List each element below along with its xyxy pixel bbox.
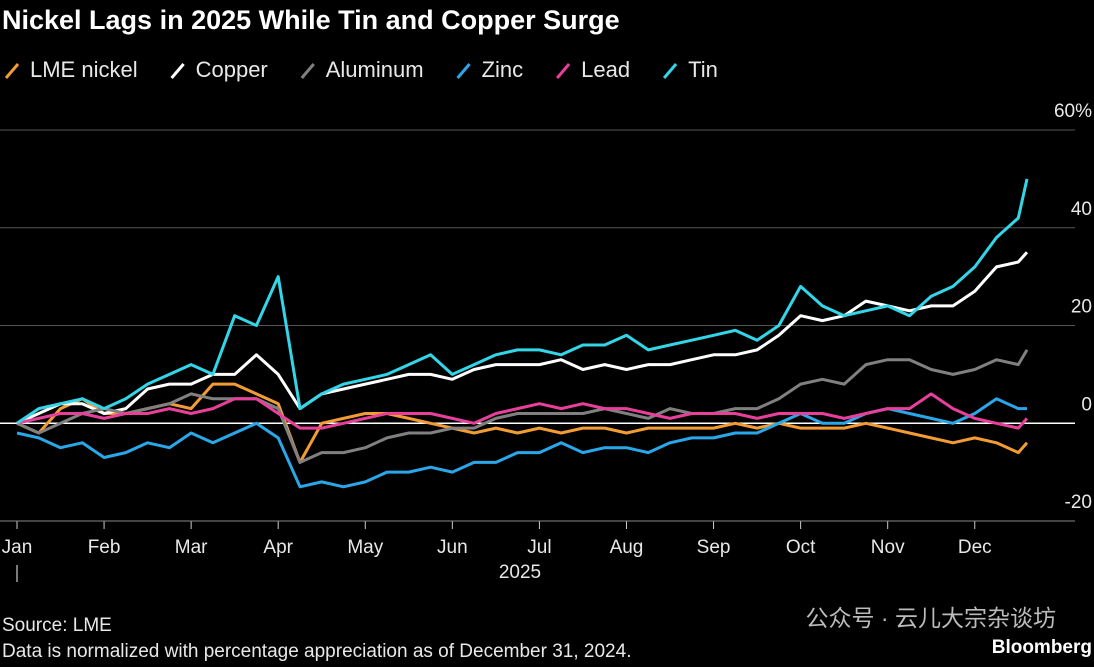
x-tick-label: Jan: [2, 537, 33, 558]
legend-swatch: [662, 63, 678, 79]
legend-swatch: [456, 63, 471, 79]
legend-label: LME nickel: [30, 57, 138, 82]
y-tick-label: 40: [1071, 199, 1092, 220]
x-tick-label: May: [347, 537, 383, 558]
legend-swatch: [300, 63, 315, 79]
note: Data is normalized with percentage appre…: [2, 641, 631, 662]
x-tick-label: Oct: [786, 537, 816, 558]
legend-label: Zinc: [482, 57, 524, 82]
x-tick-label: Aug: [610, 537, 644, 558]
legend-label: Tin: [688, 57, 718, 82]
series-line: [16, 178, 1029, 425]
chart-title: Nickel Lags in 2025 While Tin and Copper…: [2, 5, 620, 35]
watermark: 公众号 · 云儿大宗杂谈坊: [806, 605, 1056, 631]
brand: Bloomberg: [992, 637, 1092, 658]
legend-label: Aluminum: [326, 57, 424, 82]
legend-swatch: [555, 63, 571, 79]
y-tick-label: -20: [1065, 492, 1092, 513]
x-tick-label: Jun: [437, 537, 468, 558]
legend-swatch: [170, 63, 185, 79]
series-line: [16, 392, 1029, 430]
series-line: [16, 251, 1029, 425]
x-tick-label: Sep: [697, 537, 731, 558]
x-tick-label: Jul: [527, 537, 551, 558]
legend-swatch: [4, 63, 20, 79]
y-tick-label: 60%: [1054, 101, 1092, 122]
series-line: [16, 349, 1029, 464]
x-tick-label: Feb: [88, 537, 121, 558]
legend-label: Lead: [581, 57, 630, 82]
x-axis-label: 2025: [499, 562, 541, 583]
x-tick-label: Dec: [958, 537, 992, 558]
legend-label: Copper: [196, 57, 268, 82]
x-tick-label: Apr: [263, 537, 293, 558]
y-tick-label: 20: [1071, 297, 1092, 318]
source: Source: LME: [2, 615, 112, 636]
x-tick-label: Mar: [175, 537, 208, 558]
series-line: [16, 382, 1029, 464]
x-tick-label: Nov: [871, 537, 905, 558]
y-tick-label: 0: [1081, 394, 1092, 415]
